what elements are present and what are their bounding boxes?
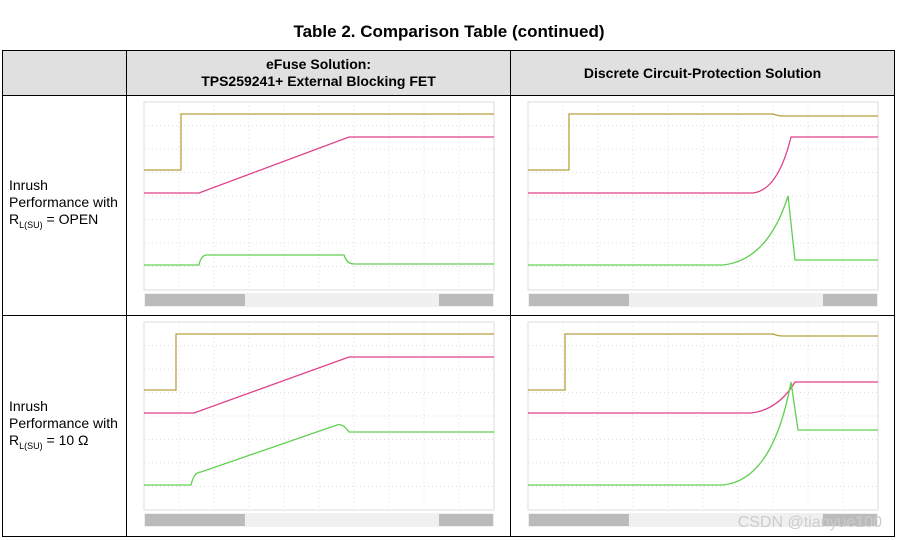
waveform	[143, 253, 494, 266]
status-box	[438, 293, 493, 306]
waveform	[527, 381, 878, 414]
status-box	[822, 514, 877, 526]
scope-image	[143, 101, 494, 307]
waveform	[527, 112, 878, 171]
status-box	[528, 293, 629, 306]
waveform	[143, 135, 494, 194]
status-box	[438, 514, 493, 526]
label-sub: L(SU)	[19, 219, 43, 230]
waveform	[527, 135, 878, 194]
label-text: = 10 Ω	[42, 431, 89, 448]
scope-cell	[510, 315, 895, 537]
label-text: = OPEN	[42, 211, 99, 228]
header-text: TPS259241+ External Blocking FET	[201, 73, 436, 89]
row-label: Inrush Performance with RL(SU) = OPEN	[2, 95, 127, 316]
row: Inrush Performance with RL(SU) = OPEN	[2, 95, 895, 316]
waveform	[143, 112, 494, 171]
scope-image	[527, 321, 878, 527]
scope-cell	[510, 95, 895, 316]
status-box	[144, 514, 245, 526]
table-title: Table 2. Comparison Table (continued)	[293, 22, 605, 41]
row: Inrush Performance with RL(SU) = 10 Ω	[2, 315, 895, 537]
waveform	[527, 333, 878, 391]
header-cell: Discrete Circuit-Protection Solution	[510, 50, 895, 96]
waveform	[143, 356, 494, 414]
scope-image	[527, 101, 878, 307]
scope-image	[143, 321, 494, 527]
status-box	[528, 514, 629, 526]
header-row: eFuse Solution: TPS259241+ External Block…	[2, 50, 895, 96]
waveform	[527, 195, 878, 266]
label-text: Inrush Performance with R	[9, 177, 118, 228]
scope-cell	[126, 315, 511, 537]
header-text: eFuse Solution:	[266, 56, 371, 72]
label-sub: L(SU)	[19, 440, 43, 451]
scope-cell	[126, 95, 511, 316]
watermark: CSDN @tianyue100	[737, 514, 882, 531]
header-cell: eFuse Solution: TPS259241+ External Block…	[126, 50, 511, 96]
header-cell	[2, 50, 127, 96]
comparison-table: eFuse Solution: TPS259241+ External Block…	[2, 50, 895, 537]
waveform	[143, 424, 494, 486]
row-label: Inrush Performance with RL(SU) = 10 Ω	[2, 315, 127, 537]
waveform	[143, 333, 494, 391]
status-box	[822, 293, 877, 306]
label-text: Inrush Performance with R	[9, 397, 118, 448]
waveform	[527, 381, 878, 486]
status-box	[144, 293, 245, 306]
